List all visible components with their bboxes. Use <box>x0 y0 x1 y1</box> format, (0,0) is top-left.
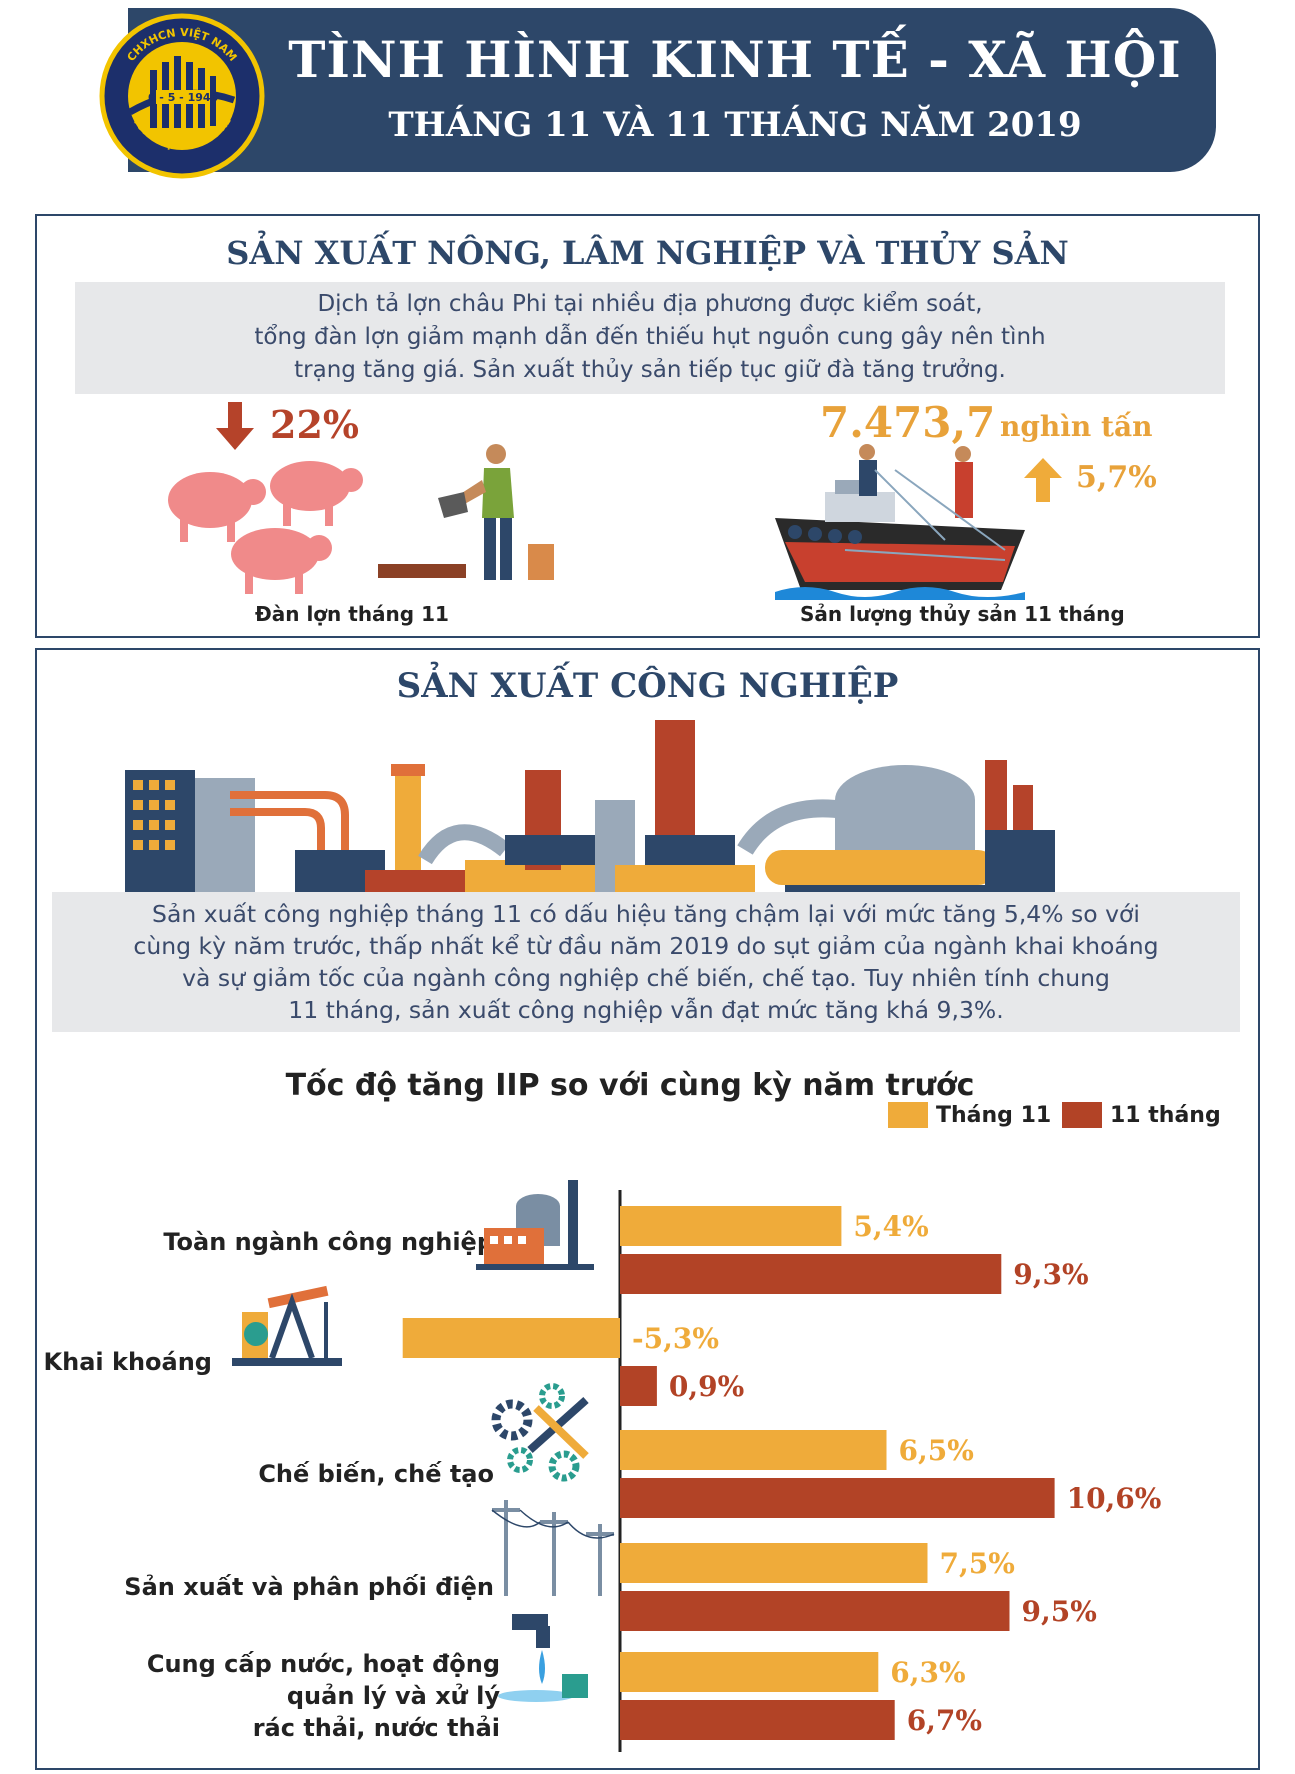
agriculture-title: SẢN XUẤT NÔNG, LÂM NGHIỆP VÀ THỦY SẢN <box>226 234 1069 272</box>
header-banner <box>128 8 1216 172</box>
category-label: Cung cấp nước, hoạt động quản lý và xử lý… <box>147 1648 500 1744</box>
page-title: TÌNH HÌNH KINH TẾ - XÃ HỘI <box>288 30 1182 89</box>
legend-item-month: Tháng 11 <box>888 1102 1051 1128</box>
category-label-line: rác thải, nước thải <box>252 1714 500 1742</box>
chart-title: Tốc độ tăng IIP so với cùng kỳ năm trước <box>285 1068 975 1103</box>
fish-caption: Sản lượng thủy sản 11 tháng <box>800 602 1125 626</box>
agriculture-summary: Dịch tả lợn châu Phi tại nhiều địa phươn… <box>75 282 1225 394</box>
fish-growth-value: 5,7% <box>1076 460 1157 495</box>
gears-tools-icon <box>491 1383 589 1482</box>
pig-caption: Đàn lợn tháng 11 <box>255 602 449 626</box>
summary-line: Dịch tả lợn châu Phi tại nhiều địa phươn… <box>317 291 983 317</box>
gso-logo: CHXHCN VIỆT NAM TỔNG CỤC THỐNG KÊ 6 - 5 … <box>99 13 265 179</box>
industry-summary: Sản xuất công nghiệp tháng 11 có dấu hiệ… <box>52 892 1240 1032</box>
pigs-icon <box>168 461 363 594</box>
fishing-boat-icon <box>775 444 1025 600</box>
summary-line: cùng kỳ năm trước, thấp nhất kể từ đầu n… <box>133 932 1159 960</box>
summary-line: tổng đàn lợn giảm mạnh dẫn đến thiếu hụt… <box>254 324 1046 350</box>
category-label: Toàn ngành công nghiệp <box>163 1226 494 1258</box>
fish-value: 7.473,7 <box>820 398 996 447</box>
page-subtitle: THÁNG 11 VÀ 11 THÁNG NĂM 2019 <box>388 105 1082 145</box>
legend-swatch <box>1062 1102 1102 1128</box>
category-label-line: Sản xuất và phân phối điện <box>124 1573 494 1601</box>
summary-line: và sự giảm tốc của ngành công nghiệp chế… <box>182 964 1110 992</box>
summary-line: Sản xuất công nghiệp tháng 11 có dấu hiệ… <box>152 900 1140 928</box>
legend-swatch <box>888 1102 928 1128</box>
fish-unit: nghìn tấn <box>1000 410 1153 443</box>
legend-label: 11 tháng <box>1110 1102 1221 1128</box>
svg-text:6 - 5 - 1946: 6 - 5 - 1946 <box>148 91 219 104</box>
pig-change-value: 22% <box>270 402 359 447</box>
category-label-line: Chế biến, chế tạo <box>258 1460 494 1488</box>
oil-pump-icon <box>232 1285 342 1366</box>
category-label-line: Toàn ngành công nghiệp <box>163 1228 494 1256</box>
category-label-line: quản lý và xử lý <box>286 1682 500 1710</box>
summary-line: trạng tăng giá. Sản xuất thủy sản tiếp t… <box>294 357 1006 383</box>
factory-icon <box>476 1180 594 1270</box>
category-label-line: Khai khoáng <box>43 1348 212 1376</box>
water-tap-icon <box>498 1614 588 1702</box>
legend-item-ytd: 11 tháng <box>1062 1102 1221 1128</box>
category-label: Khai khoáng <box>44 1346 212 1378</box>
category-label: Chế biến, chế tạo <box>258 1458 494 1490</box>
arrow-down-icon <box>216 402 254 450</box>
arrow-up-icon <box>1024 458 1062 502</box>
factory-skyline-icon <box>125 720 1055 915</box>
industry-title: SẢN XUẤT CÔNG NGHIỆP <box>396 666 899 706</box>
category-label-line: Cung cấp nước, hoạt động <box>146 1650 500 1678</box>
power-lines-icon <box>491 1500 615 1596</box>
legend-label: Tháng 11 <box>936 1102 1052 1128</box>
farmer-feeding-icon <box>378 444 554 580</box>
summary-line: 11 tháng, sản xuất công nghiệp vẫn đạt m… <box>288 996 1004 1024</box>
category-label: Sản xuất và phân phối điện <box>124 1571 494 1603</box>
